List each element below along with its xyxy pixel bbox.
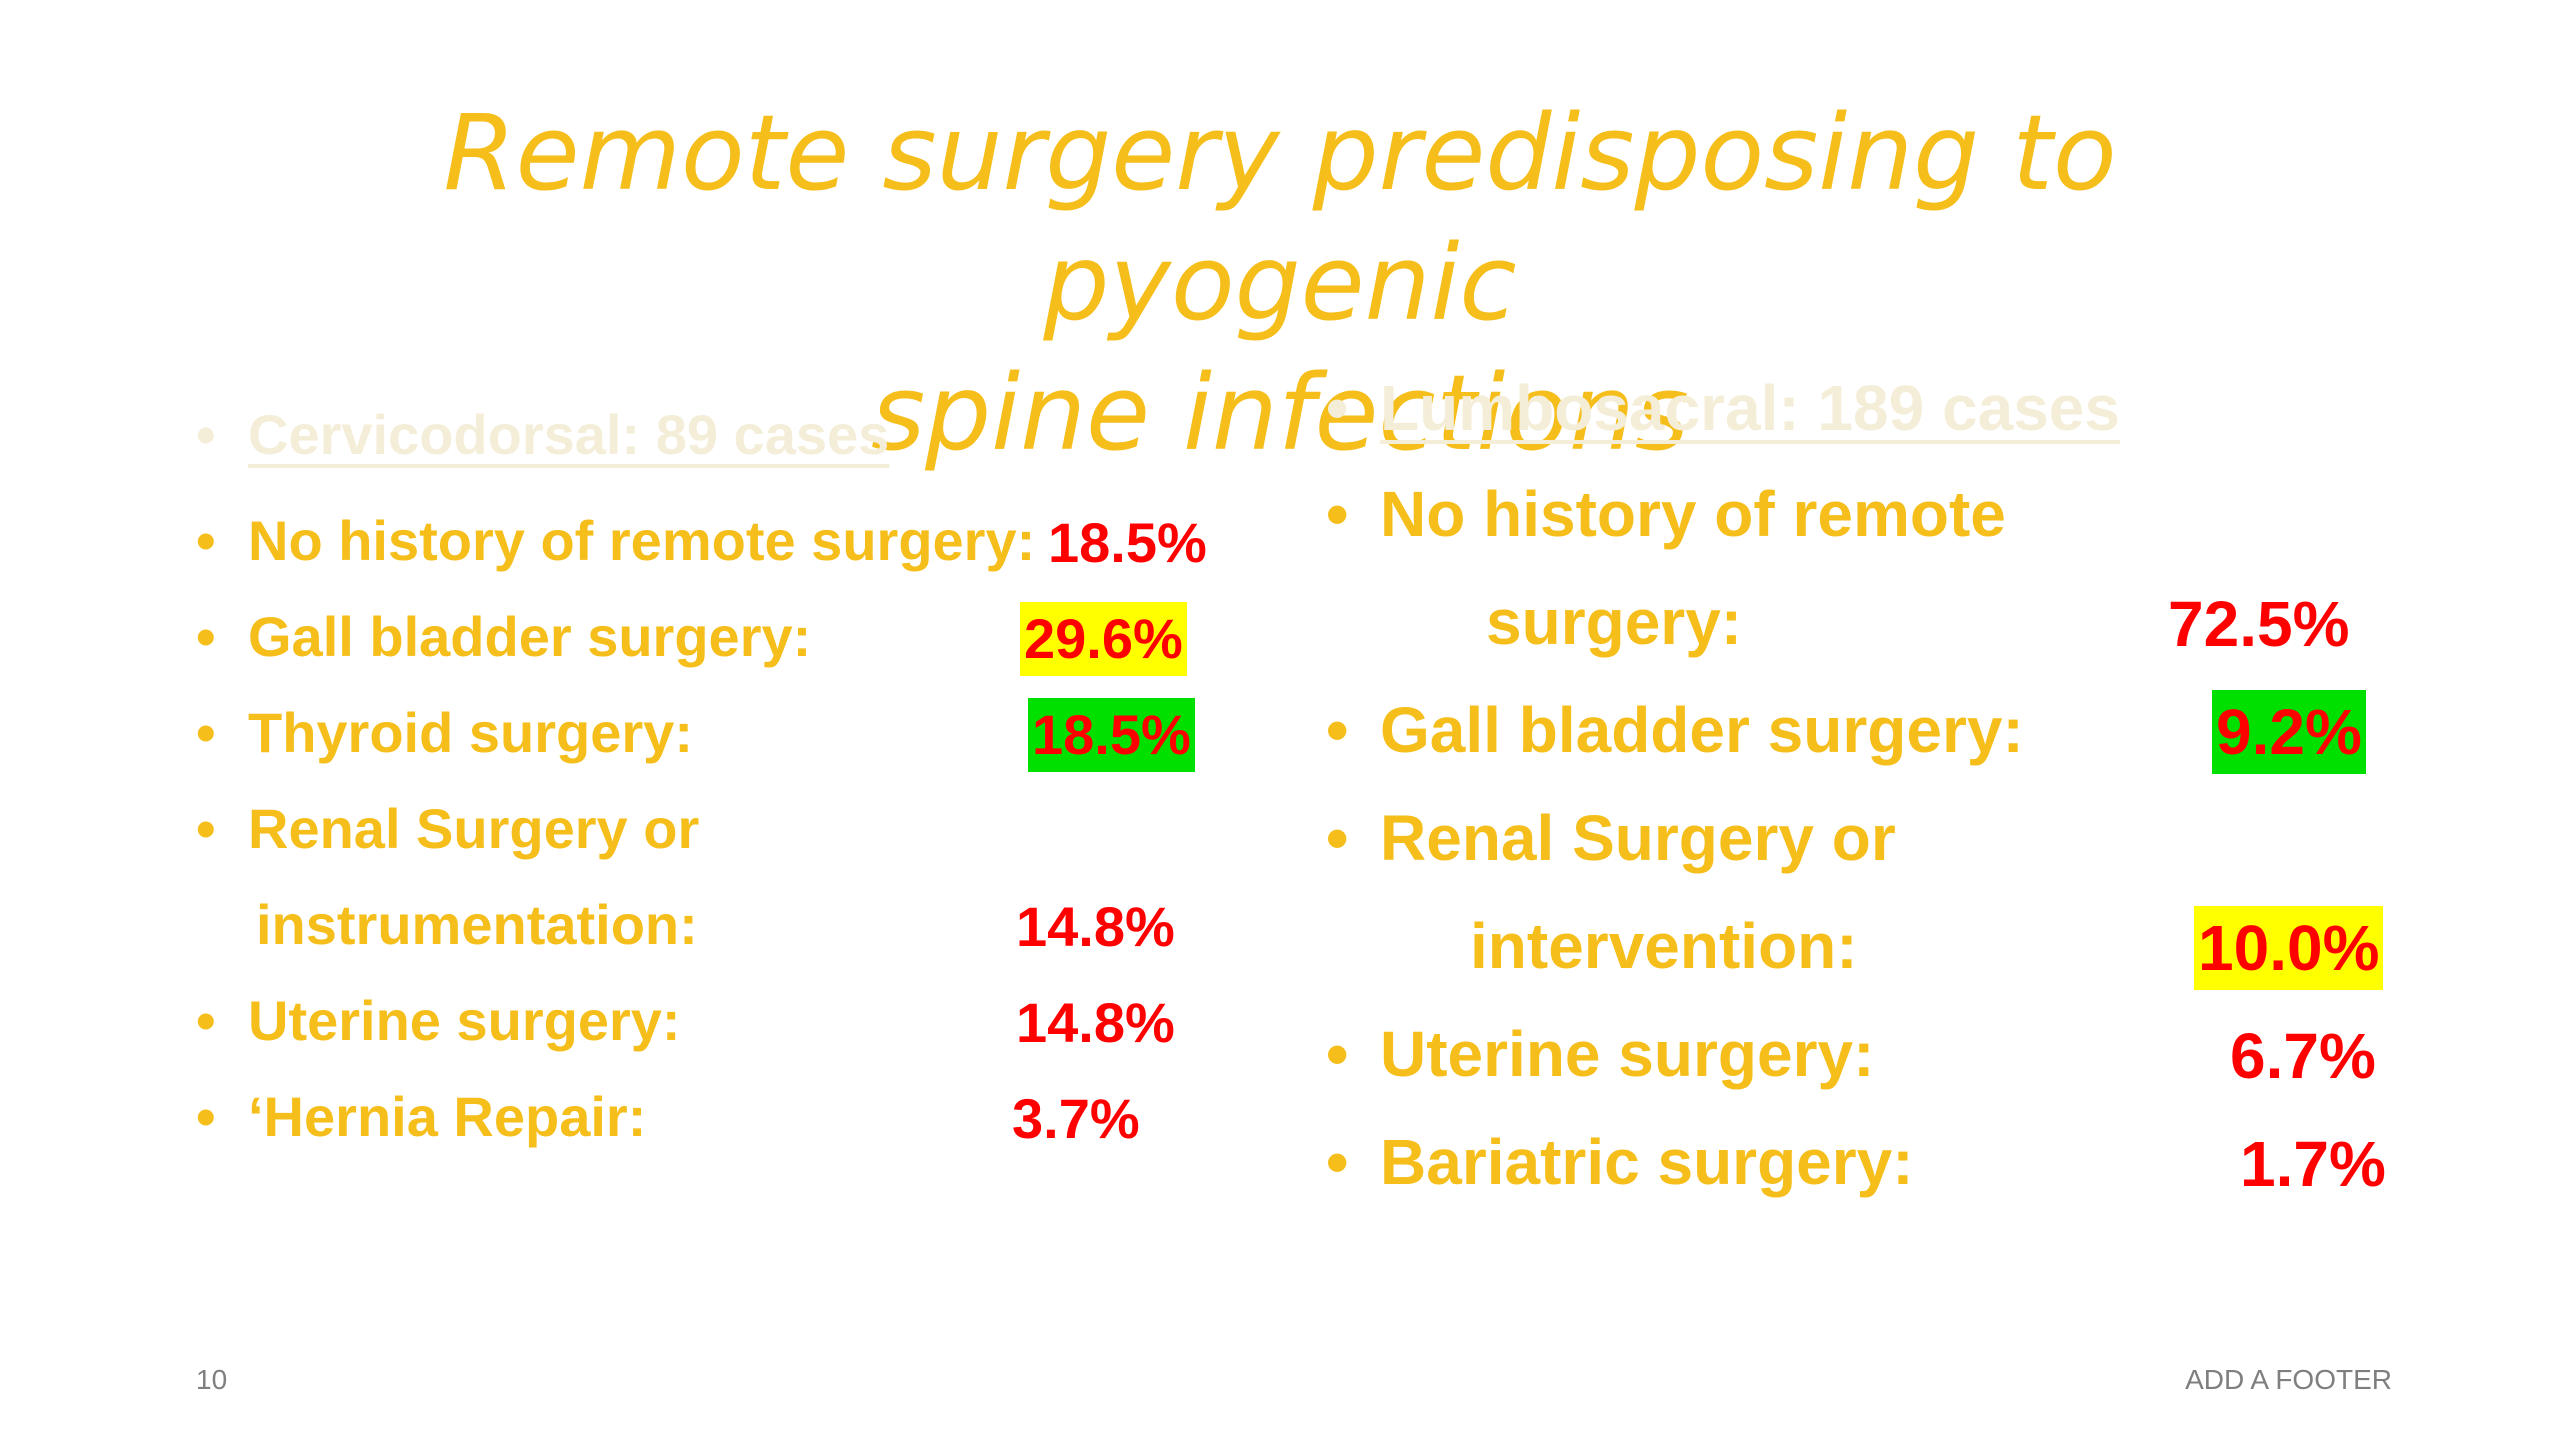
item-value-highlighted: 18.5% xyxy=(1028,698,1195,772)
item-value: 14.8% xyxy=(1016,895,1175,958)
bullet-icon: • xyxy=(1326,478,1349,550)
bullet-icon: • xyxy=(196,989,216,1052)
bullet-icon: • xyxy=(196,1085,216,1148)
bullet-icon: • xyxy=(196,701,216,764)
slide-title-line-2: spine infections xyxy=(870,352,1690,474)
right-header: Lumbosacral: 189 cases xyxy=(1380,372,2120,444)
item-label-continued: instrumentation: xyxy=(256,893,698,956)
slide-number: 10 xyxy=(196,1364,228,1395)
item-label: Renal Surgery or xyxy=(1380,802,1896,874)
item-label: Uterine surgery: xyxy=(248,989,681,1052)
item-label: Uterine surgery: xyxy=(1380,1018,1875,1090)
bullet-icon: • xyxy=(196,403,216,466)
bullet-icon: • xyxy=(196,509,216,572)
item-value: 6.7% xyxy=(2230,1020,2376,1092)
item-label: No history of remote surgery: xyxy=(248,509,1036,572)
item-label: No history of remote xyxy=(1380,478,2006,550)
item-label: ‘Hernia Repair: xyxy=(248,1085,647,1148)
item-label-continued: intervention: xyxy=(1470,910,1858,982)
bullet-icon: • xyxy=(196,797,216,860)
bullet-icon: • xyxy=(1326,1018,1349,1090)
item-value: 3.7% xyxy=(1012,1087,1140,1150)
item-value: 14.8% xyxy=(1016,991,1175,1054)
item-label: Gall bladder surgery: xyxy=(248,605,812,668)
bullet-icon: • xyxy=(196,605,216,668)
item-label: Thyroid surgery: xyxy=(248,701,693,764)
bullet-icon: • xyxy=(1326,1126,1349,1198)
item-label-continued: surgery: xyxy=(1486,586,1743,658)
item-value: 18.5% xyxy=(1048,511,1207,574)
bullet-icon: • xyxy=(1326,694,1349,766)
item-value-highlighted: 9.2% xyxy=(2212,690,2366,774)
slide-title-line-1: Remote surgery predisposing to pyogenic xyxy=(443,92,2117,344)
bullet-icon: • xyxy=(1326,372,1349,444)
item-value-highlighted: 10.0% xyxy=(2194,906,2384,990)
item-label: Bariatric surgery: xyxy=(1380,1126,1914,1198)
item-value-highlighted: 29.6% xyxy=(1020,602,1187,676)
footer-text: ADD A FOOTER xyxy=(2185,1364,2392,1395)
item-value: 72.5% xyxy=(2168,588,2350,660)
item-label: Renal Surgery or xyxy=(248,797,700,860)
slide-title: Remote surgery predisposing to pyogenic … xyxy=(200,88,2360,478)
item-label: Gall bladder surgery: xyxy=(1380,694,2024,766)
left-header: Cervicodorsal: 89 cases xyxy=(248,403,890,466)
bullet-icon: • xyxy=(1326,802,1349,874)
item-value: 1.7% xyxy=(2240,1128,2386,1200)
